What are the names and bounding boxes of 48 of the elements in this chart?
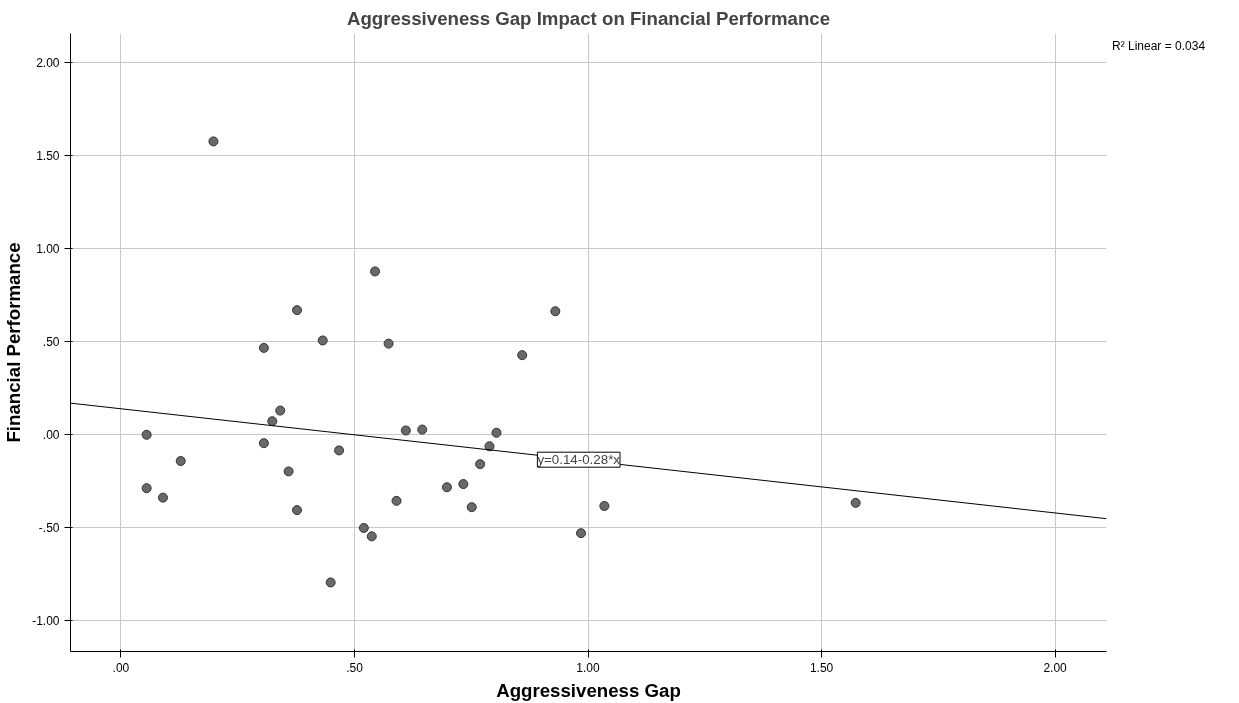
point: [141, 429, 152, 440]
point: [400, 425, 411, 436]
point: [466, 502, 477, 513]
y-tick-label: -.50: [38, 521, 60, 536]
point: [283, 466, 294, 477]
point: [491, 427, 502, 438]
x-tick-label: 2.00: [1043, 660, 1068, 675]
point: [317, 335, 328, 346]
point: [458, 479, 469, 490]
point: [475, 459, 486, 470]
point: [366, 531, 377, 542]
y-tick-label: .50: [42, 335, 60, 350]
y-tick-label: 2.00: [36, 56, 60, 71]
chart-title: Aggressiveness Gap Impact on Financial Performance: [346, 7, 831, 29]
point: [417, 424, 428, 435]
point: [358, 522, 369, 533]
point: [258, 342, 269, 353]
point: [275, 405, 286, 416]
point: [141, 483, 152, 494]
point: [599, 501, 610, 512]
point: [370, 266, 381, 277]
point: [576, 528, 587, 539]
point: [267, 416, 278, 427]
point: [325, 577, 336, 588]
point: [850, 497, 861, 508]
point: [208, 136, 219, 147]
x-axis-title: Aggressiveness Gap: [496, 679, 681, 701]
y-tick-label: -1.00: [32, 614, 60, 629]
x-tick-label: 1.50: [809, 660, 834, 675]
point: [258, 438, 269, 449]
point: [334, 445, 345, 456]
x-tick-label: .50: [346, 660, 364, 675]
x-tick-label: 1.00: [576, 660, 601, 675]
y-tick-label: 1.00: [36, 242, 60, 257]
point: [292, 305, 303, 316]
y-tick-label: .00: [42, 428, 60, 443]
point: [391, 495, 402, 506]
point: [441, 482, 452, 493]
point: [383, 338, 394, 349]
point: [550, 306, 561, 317]
y-axis-title: Financial Performance: [3, 242, 25, 443]
point: [175, 456, 186, 466]
x-tick-label: .00: [112, 660, 130, 675]
point: [517, 350, 528, 361]
y-tick-label: 1.50: [36, 149, 60, 164]
point: [157, 492, 168, 503]
text: R² Linear = 0.034: [1112, 38, 1206, 55]
point: [292, 505, 303, 516]
